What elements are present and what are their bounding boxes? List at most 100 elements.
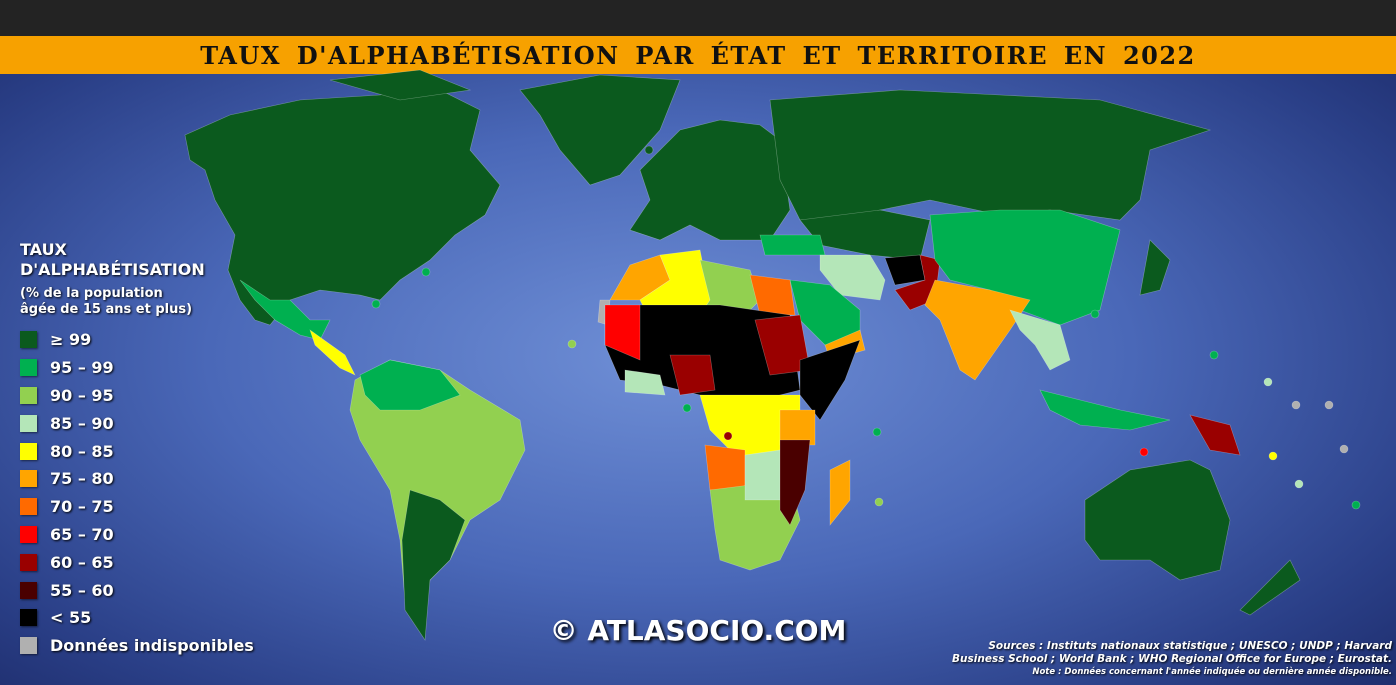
- island-marker: [1090, 309, 1100, 319]
- legend-swatch: [20, 609, 37, 627]
- region-madagascar: [829, 459, 851, 526]
- region-afghanistan: [884, 254, 926, 286]
- legend-item: 85 – 90: [20, 409, 254, 437]
- region-central-america: [309, 329, 356, 376]
- watermark: © ATLASOCIO.COM: [549, 614, 847, 647]
- top-bar: [0, 0, 1396, 36]
- legend-swatch: [20, 525, 37, 543]
- sources-line1: Sources : Instituts nationaux statistiqu…: [988, 640, 1392, 652]
- region-australia: [1084, 459, 1231, 581]
- island-marker: [1339, 444, 1349, 454]
- legend-title-line2: D'ALPHABÉTISATION: [20, 260, 205, 279]
- legend-swatch: [20, 637, 37, 655]
- region-new-zealand: [1239, 559, 1301, 616]
- legend-title-line1: TAUX: [20, 240, 67, 259]
- region-greenland: [519, 74, 681, 186]
- region-russia: [769, 89, 1212, 221]
- island-marker: [682, 403, 692, 413]
- country-regions: [184, 69, 1301, 641]
- legend-label: ≥ 99: [50, 330, 92, 350]
- region-angola: [704, 444, 746, 491]
- island-marker: [1291, 400, 1301, 410]
- island-marker: [567, 339, 577, 349]
- legend-swatch: [20, 386, 37, 404]
- legend-item: 65 – 70: [20, 521, 254, 549]
- legend-items: ≥ 99 95 – 99 90 – 95 85 – 90 80 – 85 75 – 80 7…: [20, 326, 254, 660]
- region-mauritania: [604, 304, 641, 361]
- legend-swatch: [20, 470, 37, 488]
- region-indonesia: [1039, 389, 1171, 431]
- island-marker: [1263, 377, 1273, 387]
- island-marker: [723, 431, 733, 441]
- legend-item: 55 – 60: [20, 576, 254, 604]
- legend: TAUX D'ALPHABÉTISATION (% de la populati…: [20, 240, 254, 660]
- legend-item: ≥ 99: [20, 326, 254, 354]
- region-nigeria: [669, 354, 716, 396]
- title-bar: TAUX D'ALPHABÉTISATION PAR ÉTAT ET TERRI…: [0, 36, 1396, 74]
- island-marker: [874, 497, 884, 507]
- region-west-africa-coast: [624, 369, 666, 396]
- page-title: TAUX D'ALPHABÉTISATION PAR ÉTAT ET TERRI…: [200, 40, 1196, 70]
- legend-label: 55 – 60: [50, 580, 114, 600]
- region-mozambique: [779, 439, 811, 526]
- island-marker: [1139, 447, 1149, 457]
- legend-label: 80 – 85: [50, 441, 114, 461]
- region-venezuela-colombia: [359, 359, 461, 411]
- legend-label: 90 – 95: [50, 385, 114, 405]
- region-turkey: [759, 234, 826, 256]
- island-marker: [1209, 350, 1219, 360]
- region-japan: [1139, 239, 1171, 296]
- legend-label: 60 – 65: [50, 552, 114, 572]
- region-tanzania: [779, 409, 816, 446]
- island-marker: [1294, 479, 1304, 489]
- legend-item: 90 – 95: [20, 382, 254, 410]
- island-marker: [1324, 400, 1334, 410]
- island-marker: [872, 427, 882, 437]
- sources-note: Note : Données concernant l'année indiqu…: [1032, 667, 1392, 677]
- legend-item: Données indisponibles: [20, 632, 254, 660]
- legend-label: 85 – 90: [50, 413, 114, 433]
- island-marker: [371, 299, 381, 309]
- region-zambia-zimbabwe: [744, 449, 786, 501]
- region-europe: [629, 119, 791, 241]
- legend-swatch: [20, 331, 37, 349]
- legend-item: 75 – 80: [20, 465, 254, 493]
- region-egypt: [749, 274, 796, 316]
- legend-swatch: [20, 498, 37, 516]
- legend-label: 95 – 99: [50, 358, 114, 378]
- legend-item: 95 – 99: [20, 354, 254, 382]
- island-marker: [421, 267, 431, 277]
- legend-item: 70 – 75: [20, 493, 254, 521]
- legend-swatch: [20, 553, 37, 571]
- region-argentina-chile: [401, 489, 466, 641]
- legend-label: 70 – 75: [50, 497, 114, 517]
- region-arctic-islands: [329, 69, 472, 101]
- legend-item: 60 – 65: [20, 548, 254, 576]
- legend-label: 75 – 80: [50, 469, 114, 489]
- legend-label: < 55: [50, 608, 92, 628]
- legend-label: Données indisponibles: [50, 636, 254, 656]
- region-mexico: [239, 279, 331, 341]
- island-marker: [1268, 451, 1278, 461]
- region-china: [929, 209, 1121, 326]
- sources: Sources : Instituts nationaux statistiqu…: [952, 640, 1392, 678]
- region-horn-of-africa: [799, 339, 861, 421]
- island-marker: [1351, 500, 1361, 510]
- legend-label: 65 – 70: [50, 524, 114, 544]
- region-papua-new-guinea: [1189, 414, 1241, 456]
- region-india: [924, 279, 1031, 381]
- legend-swatch: [20, 359, 37, 377]
- sources-line2: Business School ; World Bank ; WHO Regio…: [952, 653, 1392, 665]
- legend-item: 80 – 85: [20, 437, 254, 465]
- region-southeast-asia: [1009, 309, 1071, 371]
- legend-swatch: [20, 414, 37, 432]
- legend-subtitle-line1: (% de la population: [20, 286, 163, 301]
- island-marker: [644, 145, 654, 155]
- legend-swatch: [20, 581, 37, 599]
- legend-item: < 55: [20, 604, 254, 632]
- legend-subtitle-line2: âgée de 15 ans et plus): [20, 302, 193, 317]
- region-iran: [819, 254, 886, 301]
- island-markers: [371, 145, 1361, 510]
- legend-swatch: [20, 442, 37, 460]
